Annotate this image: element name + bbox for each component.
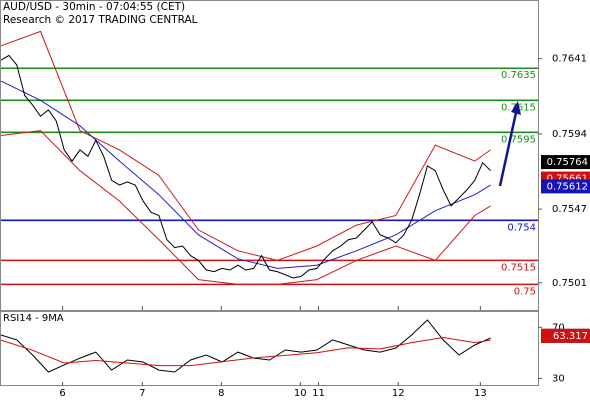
series-line [0, 336, 491, 367]
x-tick-label: 10 [294, 388, 307, 399]
series-line [0, 30, 491, 261]
x-tick-label: 11 [312, 388, 325, 399]
level-label: 0.754 [507, 222, 536, 233]
y-tick-label: 0.7547 [552, 204, 587, 215]
y-tick-label: 30 [552, 373, 565, 384]
series-line [0, 54, 491, 279]
level-label: 0.7515 [501, 262, 536, 273]
price-panel [0, 0, 539, 311]
y-tick-label: 0.7641 [552, 54, 587, 65]
price-tag-label: 0.75661 [547, 174, 588, 185]
x-tick-label: 12 [392, 388, 405, 399]
x-tick-label: 13 [474, 388, 487, 399]
price-tag [541, 155, 590, 170]
y-tick-label: 0.7594 [552, 129, 587, 140]
level-label: 0.7635 [501, 70, 536, 81]
x-tick-label: 8 [218, 388, 224, 399]
forecast-arrow-head [511, 101, 521, 115]
rsi-panel [0, 311, 539, 386]
level-label: 0.7595 [501, 134, 536, 145]
series-line [0, 130, 491, 285]
chart-title: AUD/USD - 30min - 07:04:55 (CET) [3, 1, 185, 13]
series-line [0, 80, 491, 269]
y-tick-label: 70 [552, 322, 565, 333]
price-tag [541, 179, 590, 194]
series-line [0, 319, 491, 373]
x-tick-label: 7 [139, 388, 145, 399]
rsi-title: RSI14 - 9MA [3, 313, 64, 324]
x-tick-label: 6 [59, 388, 65, 399]
price-tag [541, 328, 590, 343]
plot-layer: 0.7641 0.7594 0.7547 0.7501 6 7 8 10 11 12 13 0.763… [0, 30, 587, 399]
y-tick-label: 0.7501 [552, 278, 587, 289]
level-label: 0.75 [514, 286, 536, 297]
chart-subtitle: Research © 2017 TRADING CENTRAL [3, 14, 198, 26]
forecast-arrow [498, 107, 519, 187]
price-tag-label: 0.75612 [547, 181, 588, 192]
price-tag-label: 0.75764 [547, 157, 588, 168]
price-tag-label: 63.317 [553, 331, 588, 342]
